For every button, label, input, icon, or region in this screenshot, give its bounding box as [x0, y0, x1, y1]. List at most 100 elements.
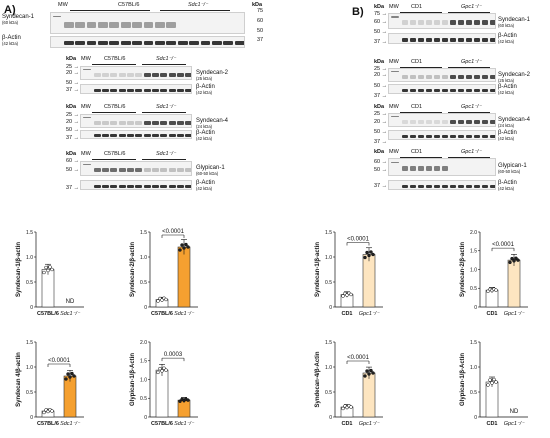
band: [449, 20, 457, 25]
y-tick-label: 2.0: [140, 340, 147, 346]
band: [135, 72, 143, 77]
band: [401, 20, 409, 25]
band: [401, 74, 409, 79]
mw-tick-label: 50 →: [374, 83, 388, 89]
actin-blot: [80, 180, 192, 190]
data-point: [68, 375, 72, 379]
band: [457, 20, 465, 25]
band: [86, 21, 97, 28]
nd-label: ND: [510, 409, 519, 415]
band: [489, 119, 495, 124]
band: [177, 168, 184, 173]
target-blot: [50, 12, 245, 34]
y-axis-label: Syndecan-1/β-actin: [16, 242, 22, 297]
band: [425, 134, 433, 138]
mw-tick-label: 20 →: [374, 119, 388, 125]
band: [110, 120, 118, 125]
band: [409, 20, 417, 25]
target-blot: [388, 13, 496, 29]
band: [234, 41, 244, 46]
group-right-label: Sdc1⁻/⁻: [156, 104, 176, 110]
mw-tick-label: 37 →: [66, 87, 80, 93]
mw-tick-label: 60 →: [374, 159, 388, 165]
band: [473, 37, 481, 42]
actin-kda: (42 kDa): [196, 186, 213, 191]
mw-tick-label: 25 →: [374, 66, 388, 72]
mw-tick-label: 25 →: [374, 111, 388, 117]
group-line: [400, 112, 442, 113]
y-tick-label: 1.0: [470, 365, 477, 371]
band: [135, 120, 143, 125]
mw-tick-label: 75 →: [374, 11, 388, 17]
band: [449, 119, 457, 124]
p-value: 0.0003: [164, 352, 183, 358]
band: [135, 88, 143, 92]
bar: [177, 246, 191, 308]
data-point: [341, 406, 345, 411]
band: [425, 184, 433, 188]
band: [433, 134, 441, 138]
mw-tick-label: 37: [257, 37, 264, 43]
y-tick-label: 0: [474, 415, 477, 421]
band: [143, 168, 151, 173]
target-label: Syndecan-4: [498, 116, 531, 123]
band: [160, 72, 168, 77]
target-kda: (24 kDa): [196, 123, 213, 129]
kda-label: kDa: [374, 104, 385, 110]
band: [160, 184, 168, 188]
band: [425, 166, 433, 172]
data-point: [48, 265, 52, 269]
y-tick-label: 1.5: [470, 340, 477, 346]
band: [152, 88, 159, 92]
data-point: [184, 242, 188, 247]
y-tick-label: 1.0: [325, 365, 332, 371]
band: [401, 184, 409, 188]
x-tick-label: Gpc1⁻/⁻: [359, 311, 381, 317]
band: [441, 166, 449, 172]
y-tick-label: 1.0: [140, 377, 147, 383]
mw-tick-label: 20 →: [66, 119, 80, 125]
actin-kda: (42 kDa): [498, 136, 515, 141]
band: [417, 20, 425, 25]
actin-blot: [80, 130, 192, 139]
x-tick-label: CD1: [341, 311, 352, 317]
group-line: [160, 10, 230, 11]
band: [177, 88, 184, 92]
x-tick-label: Gpc1⁻/⁻: [504, 311, 526, 317]
band: [143, 120, 151, 125]
band: [110, 72, 118, 77]
bar: [362, 372, 376, 418]
band: [401, 88, 409, 92]
data-point: [158, 366, 162, 371]
band: [168, 134, 176, 138]
band: [409, 134, 417, 138]
band: [481, 134, 489, 138]
band: [212, 41, 222, 46]
x-tick-label: Gpc1⁻/⁻: [504, 421, 526, 427]
y-tick-label: 0.5: [140, 280, 147, 286]
band: [135, 168, 143, 173]
band: [449, 134, 457, 138]
band: [110, 88, 118, 92]
target-kda: (60 kDa): [2, 20, 19, 25]
actin-kda: (42 kDa): [498, 186, 515, 191]
band: [102, 168, 109, 173]
band: [86, 41, 97, 46]
group-right-label: Sdc1⁻/⁻: [156, 151, 176, 157]
band: [102, 184, 109, 188]
actin-kda: (42 kDa): [2, 41, 19, 46]
band: [441, 74, 449, 79]
band: [63, 41, 74, 46]
band: [409, 74, 417, 79]
band: [417, 88, 425, 92]
band: [185, 88, 191, 92]
mw-header: MW: [58, 2, 68, 8]
group-line: [92, 112, 136, 113]
data-point: [341, 294, 345, 298]
group-line: [400, 12, 442, 13]
band: [160, 120, 168, 125]
actin-label: β-Actin: [498, 33, 517, 39]
kda-label: kDa: [66, 104, 77, 110]
band: [185, 184, 191, 188]
actin-label: β-Actin: [196, 130, 215, 136]
